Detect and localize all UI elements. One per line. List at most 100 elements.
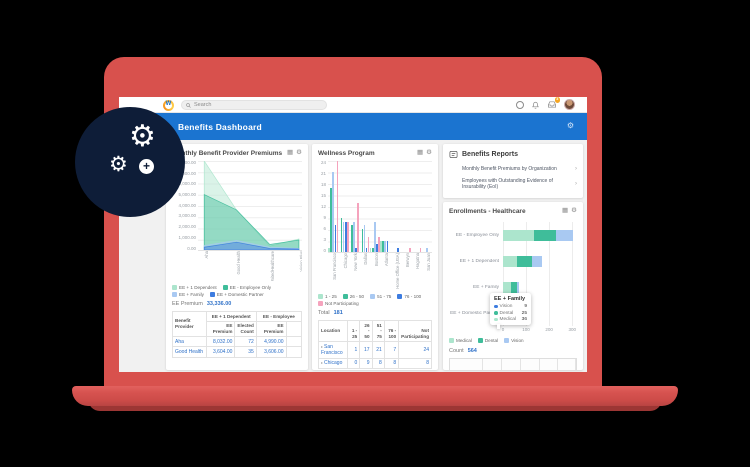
legend-label: EE + Domestic Partner [216,292,264,297]
notifications-bell-icon[interactable] [531,100,540,110]
column-subheader: EE Premium [205,320,236,338]
legend-item: Medical [449,338,472,343]
y-tick-label: 21 [320,170,326,176]
legend-item: Dental [477,338,498,343]
expand-icon[interactable]: ▸ [321,360,324,366]
workday-logo[interactable]: W [163,99,174,111]
tooltip-series-dot [494,317,498,322]
search-input[interactable]: Search [181,100,327,110]
bar-group [338,161,349,252]
ee-premium-value[interactable]: 3,606.00 [255,346,287,358]
wellness-total-value[interactable]: 181 [333,310,343,316]
chart-table-toggle-icon[interactable]: ▦ [287,149,294,156]
expand-icon[interactable]: ▸ [321,343,324,349]
chart-table-toggle-icon[interactable]: ▦ [562,207,569,214]
wellness-count-value[interactable]: 1 [347,341,361,359]
bar-segment [409,248,412,252]
column-subheader: EE Premium [255,320,287,338]
elected-count-value[interactable]: 72 [234,336,257,348]
table-row: ▸San Francisco 1 17 21 7 24 [317,341,432,359]
enrollments-count-value[interactable]: 564 [467,348,477,354]
panel-gear-icon[interactable]: ⚙ [296,149,302,156]
bar-segment [328,248,330,252]
x-tick-label: UnitedHealthcare [269,251,275,281]
table-header-cell [483,359,503,370]
ee-premium-total-value[interactable]: 33,336.00 [206,301,232,307]
y-tick-label: 0.00 [187,245,196,251]
y-tick-label: 3 [323,236,326,242]
location-link[interactable]: ▸Chicago [317,357,349,369]
y-tick-label: 6 [323,225,326,231]
wellness-count-value[interactable]: 8 [371,357,385,369]
tooltip-series-dot [494,311,498,315]
wellness-count-value[interactable]: 24 [398,341,432,359]
chart-table-toggle-icon[interactable]: ▦ [417,149,424,156]
report-link-label: Employees with Outstanding Evidence of I… [462,178,553,190]
tooltip-row: Vision 9 [494,304,527,309]
wellness-count-value[interactable]: 8 [383,357,400,369]
workday-logo-ring [165,101,172,109]
enrollments-x-axis: 0 100 200 300 [502,326,576,334]
report-link[interactable]: Employees with Outstanding Evidence of I… [462,175,577,193]
chat-icon[interactable] [516,100,524,109]
column-header: 51 - 75 [371,319,385,343]
category-label: EE + 1 Dependent [459,258,499,264]
premiums-y-axis: 8,000.00 7,000.00 6,000.00 5,000.00 4,000.00… [172,160,198,251]
legend-swatch [209,292,215,297]
report-link[interactable]: Monthly Benefit Premiums by Organization… [462,163,577,175]
y-tick-label: 6,000.00 [178,181,196,187]
bar-group [411,161,422,252]
category-label: EE - Employee Only [455,232,499,238]
bar-segment [332,172,334,252]
wellness-count-value[interactable]: 21 [371,341,385,359]
stacked-bar[interactable] [503,255,575,267]
ee-premium-value[interactable]: 8,032.00 [205,336,236,348]
wellness-count-value[interactable]: 8 [398,357,432,369]
y-tick-label: 24 [320,160,326,165]
chevron-right-icon: › [575,181,577,187]
enrollments-gridlines [503,222,575,326]
enrollments-count-label: Count [449,348,464,354]
benefit-provider-link[interactable]: Good Health [172,346,207,358]
y-tick-label: 12 [320,203,326,209]
bar-segment [336,161,339,252]
bar-segment [355,248,357,252]
bar-segment [357,202,359,252]
bar-segment [516,255,532,267]
x-tick-label: San Francisco [332,253,338,280]
premiums-table: Benefit Provider EE + 1 Dependent EE - Emp… [172,310,303,358]
bar-segment [340,217,343,252]
panel-gear-icon[interactable]: ⚙ [571,207,577,214]
stacked-bar[interactable] [503,229,575,241]
ee-premium-value[interactable]: 4,990.00 [255,336,287,348]
wellness-bar-chart [328,161,432,253]
inbox-tray[interactable]: 3 [547,97,560,109]
laptop-screen: W Search [104,57,602,386]
bar-segment [419,248,422,252]
panel-title: Enrollments - Healthcare [449,208,526,215]
panel-gear-icon[interactable]: ⚙ [426,149,432,156]
table-row: Aha 8,032.00 72 4,990.00 [172,336,303,348]
wellness-count-value[interactable]: 17 [359,341,373,359]
benefit-provider-link[interactable]: Aha [172,336,207,348]
stacked-bar[interactable] [503,281,575,293]
wellness-count-value[interactable]: 7 [383,341,400,359]
x-tick-label: Atlanta [384,253,390,267]
location-link[interactable]: ▸San Francisco [317,341,349,359]
report-link-label: Monthly Benefit Premiums by Organization [462,166,557,172]
y-tick-label: 7,000.00 [178,170,196,176]
dashboard-settings-gear-icon[interactable]: ⚙ [566,121,574,130]
gridline [572,222,574,326]
bar-segment [371,248,374,252]
tooltip-series-value: 9 [524,304,527,309]
group-header: EE + 1 Dependent [205,311,257,322]
wellness-count-value[interactable]: 0 [347,357,361,369]
ee-premium-value[interactable]: 3,604.00 [205,346,236,358]
x-tick-label: Hagatna [415,253,421,269]
profile-avatar[interactable] [564,99,575,110]
elected-count-value[interactable]: 35 [234,346,257,358]
plus-circle-icon: + [139,159,154,174]
wellness-count-value[interactable]: 9 [359,357,373,369]
column-header: Not Participating [398,319,432,343]
legend-label: 51 - 75 [377,294,392,299]
